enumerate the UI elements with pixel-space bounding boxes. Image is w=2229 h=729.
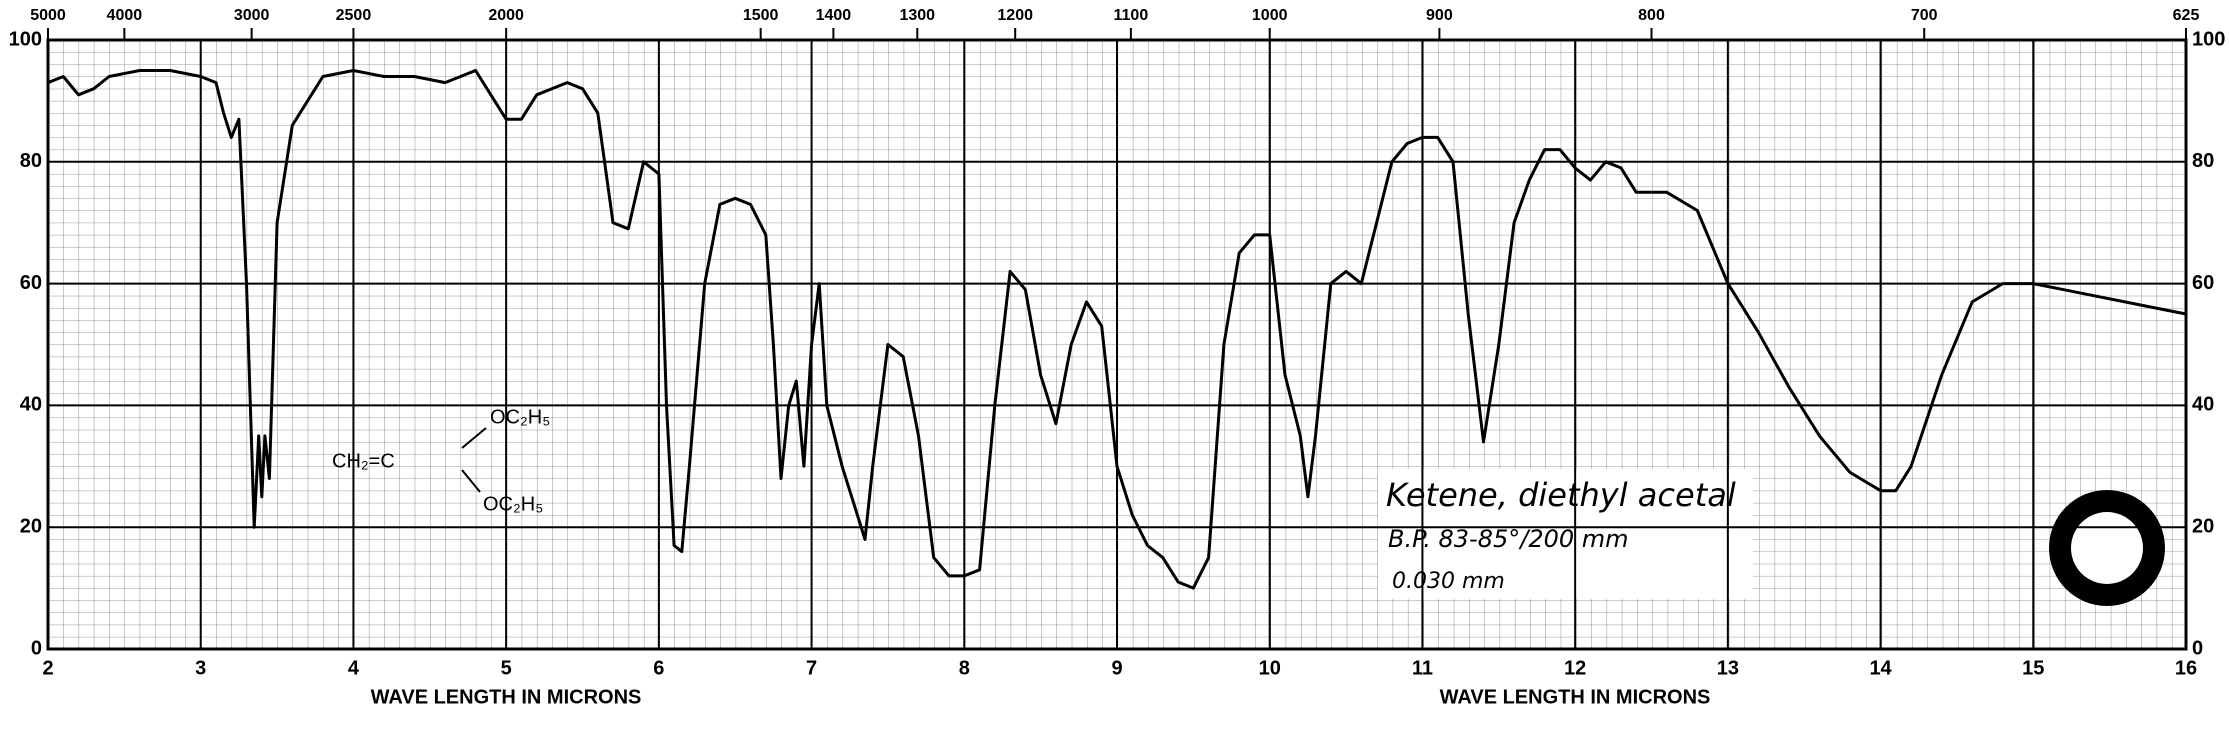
x-tick-label: 4 [348, 657, 360, 679]
top-tick-label: 1500 [743, 7, 779, 24]
x-tick-label: 5 [501, 657, 512, 679]
label-card: Ketene, diethyl acetal B.P. 83-85°/200 m… [1378, 469, 1753, 599]
bond [461, 469, 481, 493]
x-tick-label: 14 [1869, 657, 1892, 679]
compound-name: Ketene, diethyl acetal [1386, 476, 1736, 514]
top-tick-label: 3000 [234, 7, 270, 24]
x-tick-label: 2 [42, 657, 53, 679]
x-tick-label: 13 [1717, 657, 1739, 679]
x-tick-label: 9 [1111, 657, 1122, 679]
top-tick-label: 1400 [816, 7, 852, 24]
top-tick-label: 1200 [997, 7, 1033, 24]
top-tick-label: 4000 [107, 7, 143, 24]
top-tick-label: 1300 [899, 7, 935, 24]
y-tick-label: 40 [20, 394, 42, 416]
top-tick-label: 700 [1911, 7, 1938, 24]
y-tick-label: 60 [20, 272, 42, 294]
formula-text: OC₂H₅ [483, 493, 543, 515]
top-tick-label: 1100 [1114, 7, 1149, 24]
boiling-point: B.P. 83-85°/200 mm [1388, 525, 1629, 553]
y-tick-label: 60 [2192, 272, 2214, 294]
top-tick-label: 900 [1426, 7, 1453, 24]
top-tick-label: 2500 [336, 7, 372, 24]
y-tick-label: 100 [9, 28, 42, 50]
formula-text: CH₂=C [332, 450, 395, 472]
formula: CH₂=C OC₂H₅ OC₂H₅ [332, 406, 550, 515]
bond [461, 427, 487, 449]
spectrum-line [47, 69, 2187, 590]
formula-text: OC₂H₅ [490, 406, 550, 428]
thickness: 0.030 mm [1392, 569, 1505, 594]
y-tick-label: 20 [2192, 515, 2214, 537]
x-tick-label: 7 [806, 657, 817, 679]
top-tick-label: 625 [2173, 7, 2200, 24]
y-tick-label: 80 [2192, 150, 2214, 172]
x-tick-label: 10 [1259, 657, 1281, 679]
logo-inner [2071, 512, 2143, 584]
x-tick-label: 12 [1564, 657, 1586, 679]
x-axis-label: WAVE LENGTH IN MICRONS [1440, 686, 1711, 708]
y-tick-label: 20 [20, 515, 42, 537]
x-axis-label: WAVE LENGTH IN MICRONS [371, 686, 642, 708]
top-tick-label: 800 [1638, 7, 1665, 24]
x-tick-label: 8 [959, 657, 970, 679]
y-tick-label: 40 [2192, 394, 2214, 416]
top-tick-label: 2000 [488, 7, 524, 24]
card [1378, 469, 1753, 599]
y-tick-label: 100 [2192, 28, 2225, 50]
logo [2049, 490, 2165, 606]
y-tick-label: 0 [2192, 637, 2203, 659]
y-tick-label: 80 [20, 150, 42, 172]
x-tick-label: 3 [195, 657, 206, 679]
x-tick-label: 6 [653, 657, 664, 679]
x-tick-label: 11 [1412, 657, 1433, 679]
x-tick-label: 15 [2022, 657, 2044, 679]
top-tick-label: 1000 [1252, 7, 1288, 24]
x-tick-label: 16 [2175, 657, 2197, 679]
top-tick-label: 5000 [30, 7, 66, 24]
y-tick-label: 0 [31, 637, 42, 659]
